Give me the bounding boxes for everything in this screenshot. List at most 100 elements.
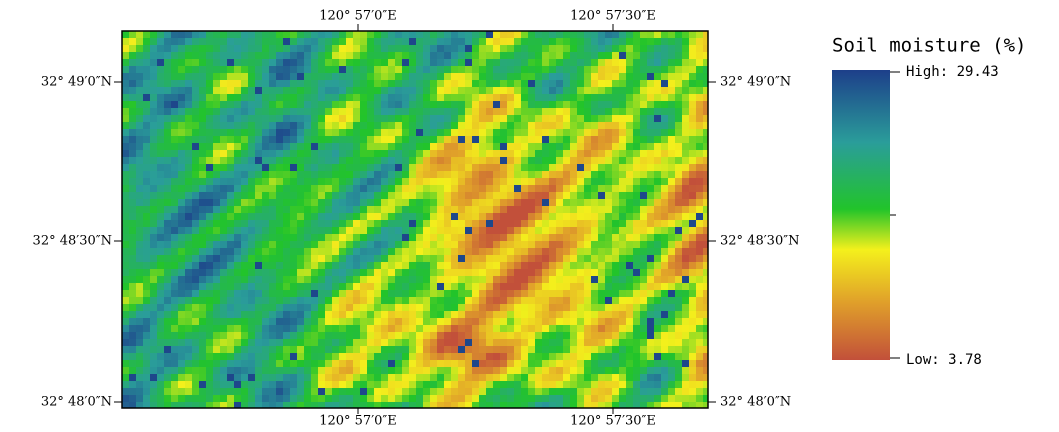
raster-cell [528,73,535,80]
raster-cell [409,402,416,408]
raster-cell [479,332,486,339]
raster-cell [444,108,451,115]
raster-cell [493,94,500,101]
raster-cell [199,31,206,38]
raster-cell [472,339,479,346]
raster-cell [647,269,654,276]
raster-cell [535,59,542,66]
raster-cell [255,45,262,52]
raster-cell [255,171,262,178]
raster-cell [129,311,136,318]
raster-cell [626,290,633,297]
raster-cell [633,80,640,87]
raster-cell [395,129,402,136]
raster-cell [367,283,374,290]
raster-cell [654,395,661,402]
raster-cell [689,332,696,339]
raster-cell [584,360,591,367]
raster-cell [682,178,689,185]
raster-cell [304,297,311,304]
raster-cell [682,262,689,269]
raster-cell [584,136,591,143]
raster-cell [220,248,227,255]
raster-cell [661,178,668,185]
raster-cell [584,388,591,395]
raster-cell [570,52,577,59]
raster-cell [325,346,332,353]
raster-cell [451,318,458,325]
raster-cell [633,115,640,122]
raster-cell [563,353,570,360]
raster-cell [346,178,353,185]
raster-cell [318,38,325,45]
raster-cell [311,381,318,388]
raster-cell [143,255,150,262]
raster-cell [535,94,542,101]
raster-cell [682,136,689,143]
raster-cell [514,304,521,311]
raster-cell [227,199,234,206]
raster-cell [227,227,234,234]
raster-cell [493,129,500,136]
raster-cell [451,262,458,269]
raster-cell [325,402,332,408]
raster-cell [598,276,605,283]
raster-cell [556,206,563,213]
raster-cell [668,227,675,234]
raster-cell [584,94,591,101]
raster-cell [332,122,339,129]
raster-cell [591,171,598,178]
raster-cell [528,220,535,227]
raster-cell [332,206,339,213]
raster-cell [311,234,318,241]
raster-cell [577,150,584,157]
raster-cell [472,185,479,192]
raster-cell [409,136,416,143]
raster-cell [262,31,269,38]
raster-cell [220,66,227,73]
raster-cell [234,290,241,297]
raster-cell [143,402,150,408]
raster-cell [563,276,570,283]
raster-cell [549,325,556,332]
raster-cell [563,248,570,255]
raster-cell [668,171,675,178]
raster-cell [682,66,689,73]
raster-cell [486,59,493,66]
raster-cell [353,353,360,360]
raster-cell [570,108,577,115]
raster-cell [654,374,661,381]
raster-cell [325,101,332,108]
raster-cell [500,94,507,101]
raster-cell [682,213,689,220]
raster-cell [521,94,528,101]
raster-cell [472,80,479,87]
raster-cell [353,157,360,164]
raster-cell [171,171,178,178]
raster-cell [577,80,584,87]
raster-cell [367,150,374,157]
raster-cell [143,304,150,311]
raster-cell [444,115,451,122]
raster-cell [682,234,689,241]
raster-cell [591,360,598,367]
raster-cell [661,311,668,318]
raster-cell [290,234,297,241]
raster-cell [143,234,150,241]
raster-cell [591,199,598,206]
raster-cell [374,94,381,101]
raster-cell [661,262,668,269]
raster-cell [423,388,430,395]
raster-cell [381,227,388,234]
raster-cell [451,108,458,115]
raster-cell [598,339,605,346]
raster-cell [584,276,591,283]
raster-cell [255,185,262,192]
raster-cell [220,192,227,199]
raster-cell [143,52,150,59]
raster-cell [430,332,437,339]
raster-cell [479,220,486,227]
raster-cell [129,262,136,269]
raster-cell [360,388,367,395]
raster-cell [458,360,465,367]
